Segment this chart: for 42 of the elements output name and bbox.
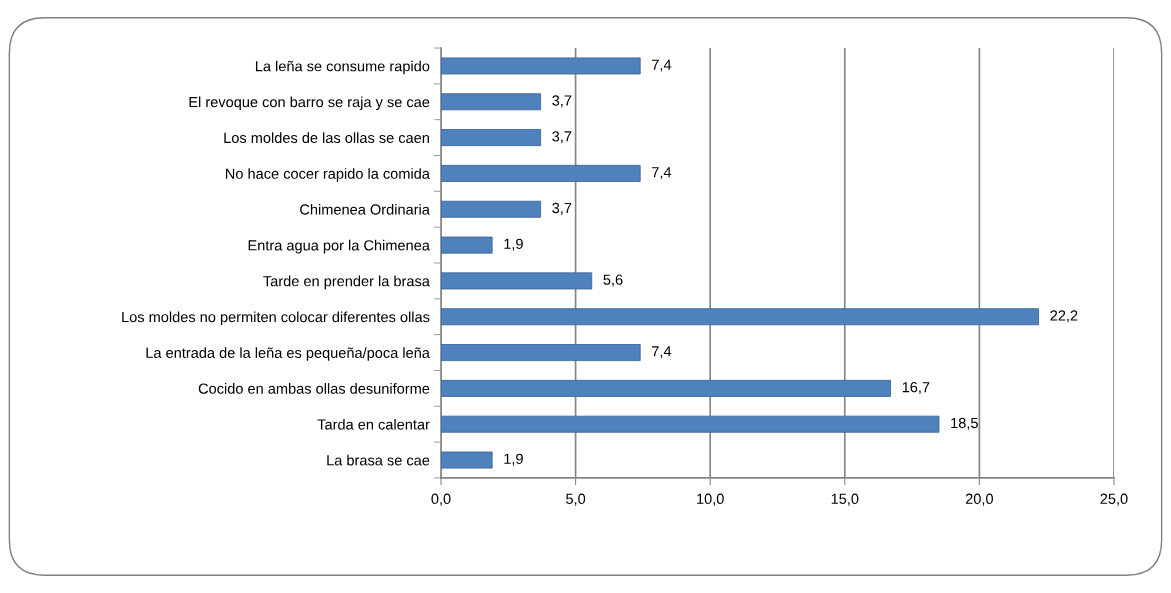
- y-tick-label: Tarda en calentar: [317, 418, 430, 430]
- data-label: 5,6: [603, 274, 623, 287]
- x-tick-label: 15,0: [831, 493, 859, 506]
- bar: [441, 451, 493, 469]
- data-label: 3,7: [552, 131, 572, 144]
- bar: [441, 129, 542, 147]
- y-tick-label: La entrada de la leña es pequeña/poca leña: [146, 347, 430, 361]
- data-label: 18,5: [951, 417, 978, 430]
- bar: [441, 272, 593, 290]
- y-tick-label: Entra agua por la Chimenea: [248, 239, 430, 254]
- data-label: 1,9: [504, 453, 523, 466]
- y-tick-label: La leña se consume rapido: [255, 60, 430, 75]
- bar: [441, 93, 542, 111]
- bar: [441, 415, 940, 433]
- bar: [441, 164, 641, 182]
- y-tick-label: La brasa se cae: [327, 454, 430, 466]
- y-tick-label: Cocido en ambas ollas desuniforme: [198, 383, 430, 394]
- data-label: 16,7: [902, 381, 930, 395]
- data-label: 7,4: [652, 59, 672, 72]
- x-tick-label: 20,0: [965, 493, 993, 506]
- x-tick-label: 10,0: [697, 493, 724, 506]
- bar: [441, 236, 493, 254]
- bar: [441, 200, 542, 218]
- bar: [441, 308, 1040, 326]
- bar: [441, 344, 641, 362]
- y-tick-label: Los moldes no permiten colocar diferentes ollas: [122, 311, 430, 326]
- x-tick-label: 5,0: [566, 493, 586, 506]
- data-label: 7,4: [652, 167, 672, 180]
- bar: [441, 379, 891, 397]
- x-tick-label: 0,0: [431, 493, 451, 506]
- y-tick-label: El revoque con barro se raja y se cae: [189, 96, 430, 111]
- bar: [441, 57, 641, 75]
- y-tick-label: No hace cocer rapido la comida: [226, 168, 430, 182]
- data-label: 7,4: [652, 346, 672, 359]
- data-label: 22,2: [1050, 310, 1078, 323]
- data-label: 3,7: [552, 95, 572, 108]
- x-tick-label: 25,0: [1100, 493, 1128, 506]
- y-tick-label: Chimenea Ordinaria: [300, 203, 430, 215]
- data-label: 1,9: [504, 238, 523, 251]
- data-label: 3,7: [552, 202, 572, 215]
- y-tick-label: Los moldes de las ollas se caen: [224, 132, 429, 144]
- y-tick-label: Tarde en prender la brasa: [263, 275, 430, 290]
